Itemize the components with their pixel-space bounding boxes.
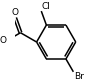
Text: O: O bbox=[11, 8, 18, 17]
Text: Cl: Cl bbox=[42, 2, 51, 11]
Text: O: O bbox=[0, 36, 6, 45]
Text: Br: Br bbox=[74, 72, 84, 81]
